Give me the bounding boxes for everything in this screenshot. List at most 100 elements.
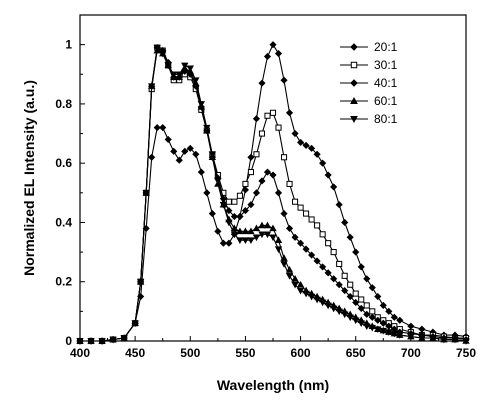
- data-point: [291, 129, 299, 138]
- series-line: [80, 49, 467, 342]
- data-point: [269, 224, 277, 232]
- data-point: [252, 224, 261, 232]
- data-point: [296, 287, 305, 295]
- data-point: [462, 338, 470, 345]
- data-point: [280, 209, 288, 218]
- data-point: [296, 280, 305, 288]
- data-point: [324, 171, 332, 179]
- data-point: [214, 178, 222, 185]
- data-point: [379, 319, 387, 327]
- data-point: [252, 189, 261, 197]
- data-point: [192, 77, 200, 85]
- data-point: [330, 183, 338, 191]
- data-point: [308, 216, 315, 223]
- data-point: [357, 263, 365, 271]
- data-point: [307, 293, 316, 301]
- y-tick-label: 0.4: [55, 215, 72, 229]
- data-point: [302, 290, 310, 298]
- data-point: [241, 237, 250, 245]
- data-point: [285, 109, 294, 117]
- data-point: [274, 189, 283, 197]
- data-point: [275, 124, 282, 131]
- data-point: [170, 147, 178, 155]
- data-point: [374, 292, 382, 301]
- data-point: [241, 227, 250, 235]
- data-point: [280, 76, 288, 84]
- data-point: [319, 263, 327, 271]
- data-point: [396, 332, 404, 339]
- data-point: [236, 237, 244, 245]
- data-point: [175, 71, 183, 79]
- data-point: [181, 147, 189, 155]
- series-40-1: [76, 44, 470, 345]
- data-point: [153, 44, 161, 52]
- x-tick-label: 600: [291, 346, 311, 360]
- y-axis-label: Normalized EL Intensity (a.u.): [21, 80, 37, 276]
- data-point: [379, 327, 387, 335]
- data-point: [269, 41, 277, 49]
- legend-marker: [350, 116, 358, 124]
- data-point: [418, 325, 426, 333]
- x-tick-label: 700: [401, 346, 421, 360]
- data-point: [313, 257, 321, 265]
- data-point: [369, 308, 376, 315]
- data-point: [230, 212, 238, 221]
- data-point: [297, 239, 305, 247]
- data-point: [131, 320, 139, 328]
- series-80-1: [76, 44, 470, 345]
- data-point: [236, 227, 244, 235]
- x-tick-label: 400: [70, 346, 90, 360]
- data-point: [225, 207, 233, 215]
- data-point: [440, 336, 448, 344]
- data-point: [325, 240, 332, 247]
- data-point: [253, 151, 260, 158]
- data-point: [347, 281, 354, 288]
- data-point: [363, 275, 371, 283]
- data-point: [263, 168, 272, 176]
- data-point: [346, 292, 354, 301]
- data-point: [274, 246, 283, 253]
- data-point: [341, 272, 348, 279]
- data-point: [225, 219, 233, 227]
- data-point: [346, 314, 354, 322]
- data-point: [264, 112, 271, 119]
- data-point: [341, 218, 349, 227]
- data-point: [330, 275, 338, 283]
- data-point: [313, 150, 321, 158]
- data-point: [297, 204, 304, 211]
- data-point: [292, 198, 299, 205]
- data-point: [429, 335, 437, 342]
- legend-marker: [350, 61, 358, 69]
- data-point: [303, 210, 310, 217]
- data-point: [308, 251, 316, 259]
- data-point: [285, 272, 294, 280]
- data-point: [357, 320, 365, 328]
- data-point: [302, 245, 310, 253]
- x-tick-label: 650: [346, 346, 366, 360]
- data-point: [159, 124, 167, 132]
- data-point: [363, 302, 370, 309]
- y-tick-label: 0.6: [55, 156, 72, 170]
- data-point: [379, 301, 387, 310]
- x-tick-label: 550: [235, 346, 255, 360]
- data-point: [208, 151, 217, 159]
- data-point: [341, 287, 349, 295]
- data-point: [120, 335, 128, 342]
- data-point: [148, 153, 156, 161]
- data-point: [236, 212, 244, 221]
- data-point: [324, 269, 332, 277]
- data-point: [363, 323, 371, 331]
- data-point: [269, 109, 277, 116]
- legend: 20:1 30:1 40:1 60:1 80:1: [340, 40, 398, 126]
- data-point: [269, 171, 277, 179]
- data-point: [225, 239, 233, 247]
- data-point: [352, 290, 359, 297]
- data-point: [318, 299, 327, 307]
- data-point: [148, 83, 156, 90]
- data-point: [263, 231, 272, 239]
- data-point: [197, 168, 205, 176]
- data-point: [274, 49, 283, 58]
- data-point: [335, 308, 343, 316]
- data-point: [258, 231, 266, 239]
